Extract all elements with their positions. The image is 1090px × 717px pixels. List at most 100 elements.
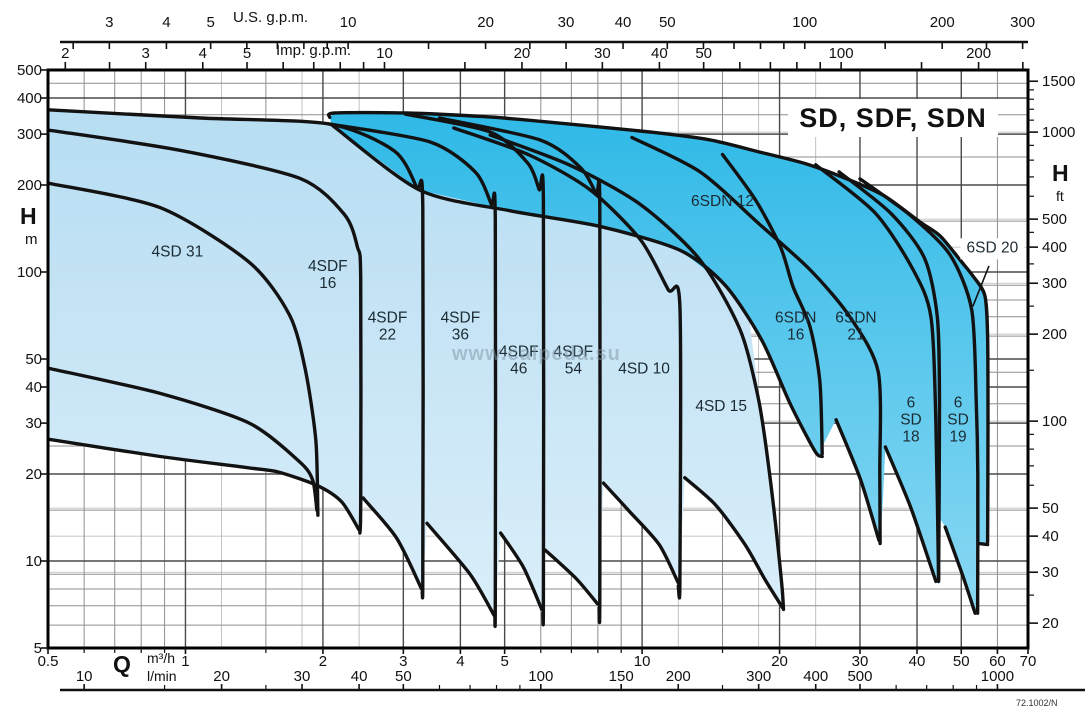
curve-6sd-19 <box>943 525 977 615</box>
svg-text:50: 50 <box>1042 500 1059 517</box>
curve-4sdf-36 <box>425 521 496 617</box>
svg-text:1: 1 <box>181 653 189 670</box>
svg-text:200: 200 <box>17 177 42 194</box>
curve-4sdf-22 <box>48 108 425 600</box>
svg-text:400: 400 <box>17 90 42 107</box>
curve-4sd-15 <box>683 476 785 610</box>
svg-text:100: 100 <box>829 45 854 62</box>
label-4sdf-16: 4SDF 16 <box>308 258 348 292</box>
svg-text:200: 200 <box>1042 326 1067 343</box>
svg-text:30: 30 <box>294 668 311 685</box>
label-6sdn-21: 6SDN 21 <box>835 309 876 343</box>
svg-text:10: 10 <box>634 653 651 670</box>
svg-text:10: 10 <box>25 553 42 570</box>
imp-gpm-axis-label: Imp. g.p.m. <box>276 42 352 59</box>
curve-4sdf-46 <box>403 112 546 627</box>
head-axis-label-ft: H <box>1052 160 1069 186</box>
svg-text:500: 500 <box>1042 211 1067 228</box>
svg-text:2: 2 <box>61 45 69 62</box>
head-axis-unit-ft: ft <box>1056 188 1064 204</box>
svg-text:40: 40 <box>651 45 668 62</box>
curve-4sd-15 <box>488 133 786 612</box>
svg-text:4: 4 <box>456 653 464 670</box>
svg-text:50: 50 <box>659 14 676 31</box>
label-4sdf-22: 4SDF 22 <box>368 309 408 343</box>
svg-text:30: 30 <box>558 14 575 31</box>
svg-text:4: 4 <box>162 14 170 31</box>
svg-text:300: 300 <box>746 668 771 685</box>
label-4sdf-46: 4SDF 46 <box>499 344 539 378</box>
svg-text:100: 100 <box>792 14 817 31</box>
label-4sdf-36: 4SDF 36 <box>441 309 481 343</box>
svg-text:5: 5 <box>206 14 214 31</box>
svg-text:30: 30 <box>852 653 869 670</box>
svg-text:3: 3 <box>142 45 150 62</box>
drawing-code: 72.1002/N <box>1016 698 1058 708</box>
svg-text:70: 70 <box>1020 653 1037 670</box>
label-4sd-15: 4SD 15 <box>695 398 747 415</box>
label-4sdf-54: 4SDF 54 <box>554 344 594 378</box>
svg-text:60: 60 <box>989 653 1006 670</box>
svg-text:100: 100 <box>528 668 553 685</box>
svg-text:400: 400 <box>1042 239 1067 256</box>
label-6sd-20: 6SD 20 <box>967 239 1019 256</box>
svg-text:20: 20 <box>1042 615 1059 632</box>
head-axis-unit-m: m <box>25 231 38 248</box>
svg-text:3: 3 <box>399 653 407 670</box>
curve-6sd-18 <box>883 445 938 584</box>
watermark: www.calpeda.su <box>452 343 621 365</box>
curve-6sd-20 <box>977 541 990 547</box>
svg-text:20: 20 <box>771 653 788 670</box>
svg-text:20: 20 <box>25 466 42 483</box>
svg-text:40: 40 <box>25 379 42 396</box>
svg-text:200: 200 <box>666 668 691 685</box>
curve-4sd-31 <box>48 181 320 517</box>
svg-text:50: 50 <box>953 653 970 670</box>
svg-text:30: 30 <box>1042 564 1059 581</box>
svg-text:150: 150 <box>609 668 634 685</box>
svg-text:30: 30 <box>594 45 611 62</box>
svg-text:4: 4 <box>199 45 207 62</box>
curve-6sdn-16 <box>630 135 883 546</box>
curve-4sdf-36 <box>328 122 498 628</box>
label-6sdn-12: 6SDN 12 <box>691 193 754 210</box>
svg-text:20: 20 <box>514 45 531 62</box>
curve-4sd-10 <box>601 481 680 585</box>
curve-6sdn-12 <box>720 152 824 456</box>
label-4sd-31: 4SD 31 <box>152 244 204 261</box>
svg-text:500: 500 <box>847 668 872 685</box>
svg-text:0.5: 0.5 <box>38 653 59 670</box>
svg-text:300: 300 <box>1042 275 1067 292</box>
svg-text:200: 200 <box>966 45 991 62</box>
svg-text:50: 50 <box>695 45 712 62</box>
flow-axis-unit-m3h: m³/h <box>147 650 175 666</box>
curve-4sdf-16 <box>48 437 361 532</box>
svg-text:500: 500 <box>17 62 42 79</box>
curve-6sd-20 <box>326 110 990 545</box>
svg-text:200: 200 <box>930 14 955 31</box>
curve-6sdn-21 <box>814 163 941 584</box>
svg-text:100: 100 <box>1042 413 1067 430</box>
label-6sd-18: 6 SD 18 <box>900 394 922 445</box>
label-6sd-19: 6 SD 19 <box>947 394 969 445</box>
curve-6sdn-12 <box>330 123 824 459</box>
svg-text:300: 300 <box>17 126 42 143</box>
svg-text:5: 5 <box>500 653 508 670</box>
svg-text:1000: 1000 <box>1042 124 1075 141</box>
svg-text:5: 5 <box>34 640 42 657</box>
svg-text:10: 10 <box>76 668 93 685</box>
head-axis-label-m: H <box>20 203 37 229</box>
svg-text:10: 10 <box>340 14 357 31</box>
svg-text:300: 300 <box>1010 14 1035 31</box>
svg-text:40: 40 <box>615 14 632 31</box>
pump-envelope-curves <box>48 108 990 628</box>
us-gpm-axis-label: U.S. g.p.m. <box>233 9 309 26</box>
curve-4sdf-46 <box>498 531 544 612</box>
svg-text:40: 40 <box>351 668 368 685</box>
region-6inch <box>329 113 988 616</box>
svg-text:20: 20 <box>213 668 230 685</box>
svg-text:20: 20 <box>477 14 494 31</box>
curve-4sd-10 <box>452 126 683 600</box>
